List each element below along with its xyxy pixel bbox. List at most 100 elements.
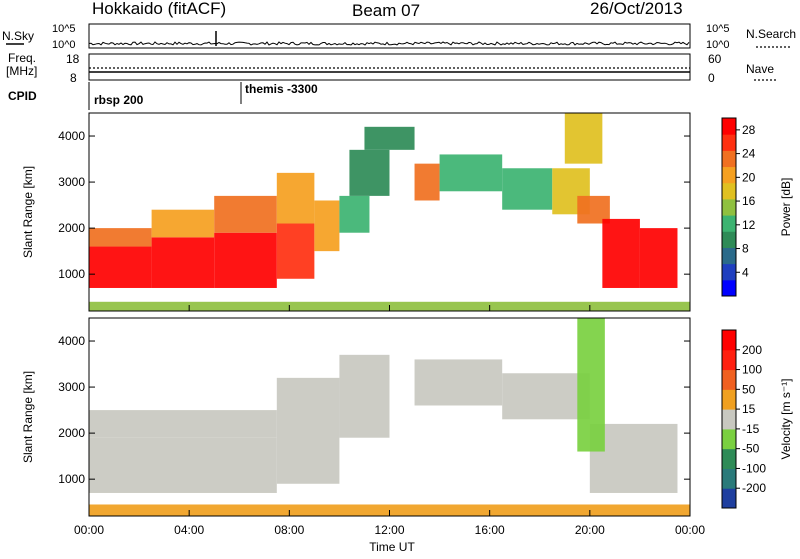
- power-region: [364, 126, 415, 150]
- power-colorbar-swatch: [722, 279, 736, 297]
- power-region: [214, 195, 277, 233]
- velocity-colorbar-label: -50: [742, 442, 760, 456]
- cpid-entry-1: rbsp 200: [94, 93, 144, 107]
- power-y-axis-title: Slant Range [km]: [21, 166, 35, 258]
- freq-panel: Freq. [MHz] 18 8 60 0 Nave: [6, 51, 776, 85]
- velocity-colorbar-swatch: [722, 428, 736, 450]
- freq-label-line1: Freq.: [8, 51, 36, 65]
- nsearch-tick-bottom: 10^0: [706, 39, 730, 51]
- power-colorbar-frame: [721, 117, 737, 297]
- power-region: [414, 163, 440, 201]
- velocity-region: [339, 354, 390, 438]
- velocity-colorbar-swatch: [722, 488, 736, 509]
- freq-label-line2: [MHz]: [6, 64, 37, 78]
- power-region: [276, 223, 315, 279]
- power-region: [564, 113, 603, 164]
- power-colorbar-label: 24: [742, 147, 756, 161]
- velocity-ytick-label: 4000: [58, 334, 85, 348]
- power-panel: 1000 2000 3000 4000 Slant Range [km] 28 24 20 16…: [21, 112, 793, 312]
- velocity-colorbar-swatch: [722, 468, 736, 489]
- power-ytick-label: 4000: [58, 129, 85, 143]
- power-colorbar-swatch: [722, 198, 736, 216]
- power-region: [276, 172, 315, 224]
- velocity-xtick-label: 20:00: [575, 523, 605, 537]
- power-colorbar-swatch: [722, 150, 736, 168]
- power-colorbar-swatch: [722, 182, 736, 200]
- power-region: [151, 237, 215, 288]
- nsearch-tick-top: 10^5: [706, 23, 730, 35]
- power-colorbar-swatch: [722, 134, 736, 151]
- power-colorbar-swatch: [722, 231, 736, 248]
- power-region: [151, 209, 215, 238]
- velocity-y-axis-title: Slant Range [km]: [21, 371, 35, 463]
- power-region: [602, 218, 640, 288]
- cpid-panel: CPID rbsp 200 themis -3300: [8, 82, 318, 110]
- power-colorbar-swatch: [722, 215, 736, 232]
- velocity-ytick-label: 1000: [58, 472, 85, 486]
- power-colorbar-label: 16: [742, 194, 756, 208]
- nave-label: Nave: [746, 62, 774, 76]
- power-ytick-label: 2000: [58, 221, 85, 235]
- velocity-region: [89, 410, 277, 438]
- velocity-xtick-label: 04:00: [174, 523, 204, 537]
- nave-tick-bottom: 0: [708, 71, 715, 85]
- velocity-colorbar-label: -100: [742, 461, 766, 475]
- power-region: [314, 200, 340, 252]
- power-ytick-label: 1000: [58, 267, 85, 281]
- power-region: [502, 168, 553, 210]
- freq-tick-top: 18: [66, 52, 80, 66]
- power-colorbar-label: 8: [742, 242, 749, 256]
- velocity-ytick-label: 3000: [58, 380, 85, 394]
- velocity-colorbar-frame: [721, 329, 737, 509]
- cpid-entry-2: themis -3300: [245, 82, 318, 96]
- freq-tick-bottom: 8: [70, 71, 77, 85]
- velocity-xtick-label: 00:00: [675, 523, 705, 537]
- velocity-colorbar-swatch: [722, 330, 736, 351]
- power-colorbar-swatch: [722, 247, 736, 265]
- velocity-colorbar-label: 100: [742, 363, 762, 377]
- power-colorbar-label: 12: [742, 218, 756, 232]
- velocity-xtick-label: 12:00: [374, 523, 404, 537]
- velocity-xtick-label: 00:00: [74, 523, 104, 537]
- velocity-colorbar-label: -200: [742, 481, 766, 495]
- nsky-trace: [88, 41, 690, 46]
- velocity-colorbar-label: 15: [742, 402, 756, 416]
- velocity-colorbar-swatch: [722, 389, 736, 410]
- date-title: 26/Oct/2013: [590, 0, 683, 18]
- velocity-xtick-label: 16:00: [475, 523, 505, 537]
- power-colorbar-label: 28: [742, 123, 756, 137]
- velocity-xtick-label: 08:00: [274, 523, 304, 537]
- nsky-label: N.Sky: [2, 29, 34, 43]
- power-colorbar-swatch: [722, 166, 736, 184]
- velocity-panel: 1000 2000 3000 4000 00:00 04:00 08:00 12:00 16:0…: [21, 317, 793, 537]
- velocity-region: [577, 318, 605, 452]
- velocity-colorbar-swatch: [722, 369, 736, 390]
- power-region: [339, 195, 370, 233]
- power-colorbar-title: Power [dB]: [779, 178, 793, 237]
- nsearch-label: N.Search: [746, 27, 796, 41]
- nsky-tick-top: 10^5: [52, 23, 76, 35]
- velocity-region: [89, 437, 277, 493]
- station-title: Hokkaido (fitACF): [92, 0, 226, 18]
- nave-tick-top: 60: [708, 52, 722, 66]
- cpid-label: CPID: [8, 89, 37, 103]
- power-region: [214, 232, 277, 288]
- beam-title: Beam 07: [352, 1, 420, 20]
- velocity-colorbar-swatch: [722, 409, 736, 430]
- velocity-region: [276, 377, 340, 484]
- nsky-frame: [88, 23, 691, 49]
- power-colorbar-label: 20: [742, 170, 756, 184]
- power-region: [439, 154, 503, 192]
- velocity-colorbar-label: 200: [742, 343, 762, 357]
- velocity-colorbar-label: -15: [742, 422, 760, 436]
- velocity-colorbar-swatch: [722, 448, 736, 469]
- velocity-colorbar-label: 50: [742, 382, 756, 396]
- power-colorbar-label: 4: [742, 265, 749, 279]
- power-region: [349, 149, 390, 196]
- x-axis-title: Time UT: [369, 540, 415, 554]
- power-colorbar-swatch: [722, 263, 736, 281]
- velocity-region: [502, 373, 590, 420]
- freq-frame: [88, 53, 691, 81]
